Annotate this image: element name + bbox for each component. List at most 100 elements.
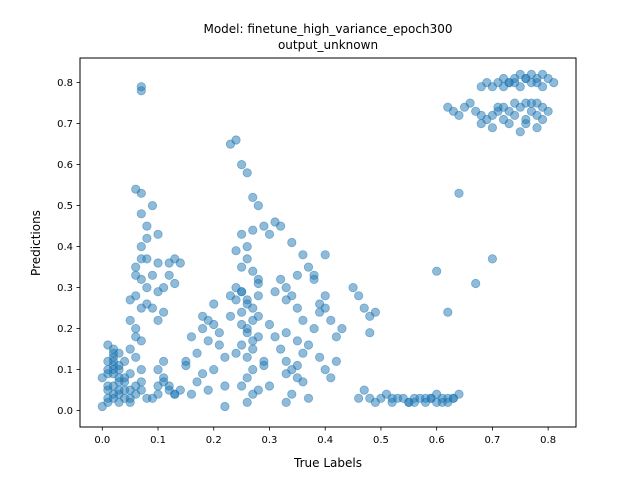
data-point	[270, 287, 280, 297]
data-point	[298, 315, 308, 325]
data-point	[448, 393, 458, 403]
data-point	[537, 82, 548, 92]
y-tick-label: 0.2	[57, 324, 73, 335]
data-point	[253, 201, 263, 211]
data-point	[276, 344, 286, 354]
data-point	[147, 201, 158, 211]
x-axis-label: True Labels	[293, 456, 362, 470]
data-point	[292, 270, 302, 280]
data-point	[298, 250, 308, 260]
x-tick-label: 0.3	[262, 435, 278, 446]
data-point	[242, 242, 252, 252]
data-point	[348, 282, 358, 293]
data-point	[287, 389, 297, 399]
data-point	[309, 323, 319, 334]
data-point	[136, 254, 146, 264]
data-point	[465, 98, 475, 108]
data-point	[203, 385, 213, 395]
data-point	[159, 282, 169, 293]
data-point	[131, 270, 141, 280]
data-point	[320, 303, 330, 313]
data-point	[108, 348, 119, 358]
data-point	[153, 258, 163, 268]
data-point	[125, 397, 135, 407]
data-point	[354, 393, 364, 403]
data-point	[253, 291, 263, 301]
data-point	[153, 315, 163, 325]
data-point	[131, 352, 141, 362]
data-point	[359, 303, 369, 313]
data-point	[237, 307, 247, 317]
data-point	[521, 114, 531, 125]
data-point	[253, 385, 263, 395]
data-point	[331, 356, 341, 366]
data-point	[136, 242, 146, 252]
data-point	[136, 86, 146, 96]
data-point	[281, 328, 291, 338]
data-point	[119, 373, 130, 383]
data-point	[510, 110, 520, 121]
data-point	[186, 389, 197, 399]
data-point	[248, 192, 258, 202]
data-point	[248, 336, 258, 346]
data-point	[237, 229, 247, 239]
data-point	[198, 323, 208, 334]
data-point	[237, 287, 247, 297]
data-point	[136, 364, 146, 375]
data-point	[125, 315, 135, 325]
data-point	[292, 336, 302, 346]
data-point	[487, 254, 497, 264]
data-point	[292, 303, 302, 313]
data-point	[181, 360, 191, 371]
x-tick-label: 0.2	[206, 435, 222, 446]
data-point	[231, 295, 241, 305]
data-point	[264, 319, 275, 330]
data-point	[159, 307, 169, 317]
data-point	[298, 348, 308, 358]
data-point	[432, 266, 442, 276]
data-point	[136, 209, 146, 219]
x-tick-label: 0.8	[540, 435, 556, 446]
data-point	[237, 262, 247, 272]
data-point	[131, 184, 141, 194]
data-point	[248, 225, 258, 235]
data-point	[281, 369, 291, 379]
data-point	[136, 336, 146, 346]
data-point	[214, 328, 224, 338]
data-point	[220, 352, 230, 362]
data-point	[270, 217, 280, 227]
data-point	[170, 278, 180, 289]
y-axis-label: Predictions	[29, 210, 43, 276]
y-tick-label: 0.6	[57, 160, 73, 171]
x-axis-ticks: 0.0 0.1 0.2 0.3 0.4 0.5 0.6 0.7 0.8	[94, 427, 556, 446]
x-tick-label: 0.0	[94, 435, 110, 446]
data-point	[370, 307, 380, 317]
data-point	[159, 373, 169, 383]
data-point	[220, 381, 230, 391]
data-point	[365, 328, 375, 338]
data-point	[526, 69, 537, 80]
data-point	[281, 295, 291, 305]
data-point	[198, 369, 208, 379]
y-tick-label: 0.3	[57, 283, 73, 294]
data-point	[114, 364, 124, 375]
data-point	[209, 319, 219, 330]
data-point	[471, 278, 481, 289]
data-point	[175, 258, 185, 268]
data-point	[242, 254, 252, 264]
data-point	[103, 381, 113, 391]
data-point	[320, 250, 330, 260]
data-point	[259, 360, 269, 371]
data-point	[315, 352, 325, 362]
chart-title-line-2: output_unknown	[278, 38, 378, 52]
data-point	[225, 311, 236, 321]
data-point	[220, 401, 230, 412]
data-point	[136, 385, 146, 395]
data-point	[114, 385, 124, 395]
data-point	[153, 364, 163, 375]
data-point	[276, 274, 286, 284]
data-point	[237, 160, 247, 170]
x-tick-label: 0.7	[484, 435, 500, 446]
data-point	[287, 237, 297, 248]
data-point	[198, 311, 208, 321]
